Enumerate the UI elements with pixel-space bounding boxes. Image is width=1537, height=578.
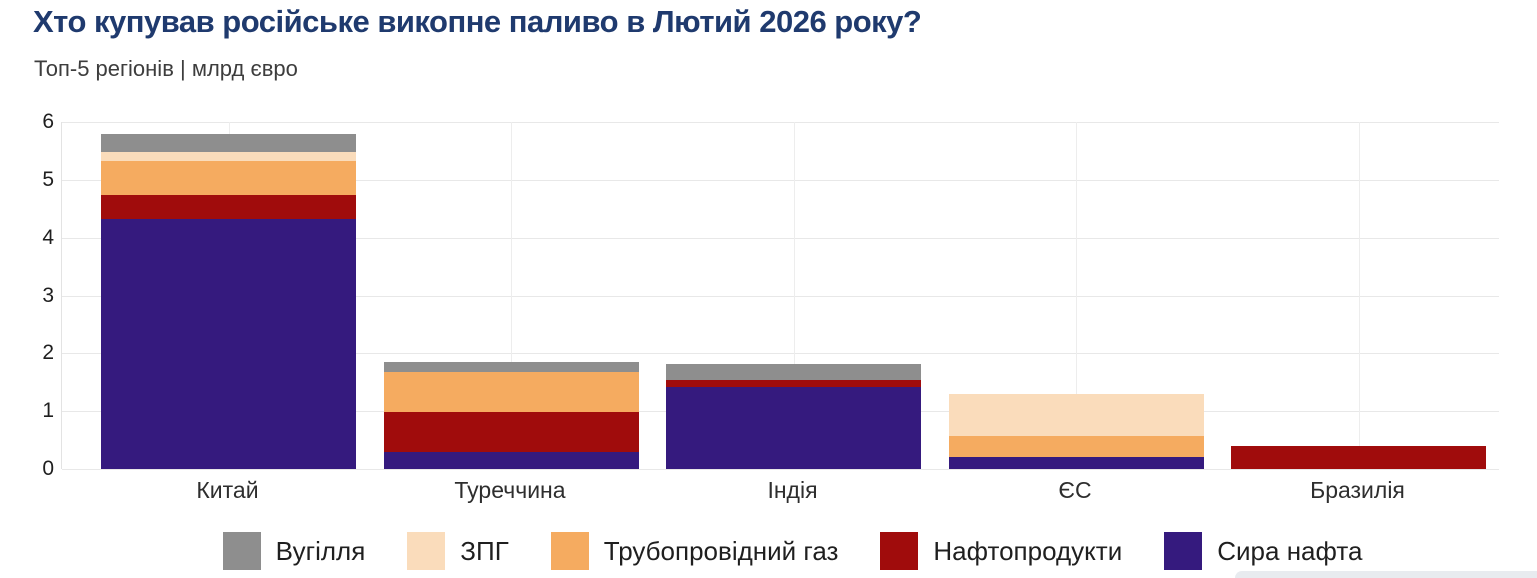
- bar-turkey-pipeline-gas[interactable]: [383, 371, 639, 413]
- bar-india-coal[interactable]: [666, 364, 921, 380]
- y-tick-label: 2: [42, 341, 54, 365]
- y-tick-label: 5: [42, 167, 54, 191]
- y-axis: 0 1 2 3 4 5 6: [18, 110, 54, 480]
- gridline-v: [1358, 122, 1360, 469]
- gridline-h: [62, 122, 1499, 123]
- bar-china: [101, 133, 356, 469]
- bar-china-oil-products[interactable]: [101, 195, 356, 220]
- y-tick-label: 4: [42, 225, 54, 249]
- legend-item-lng[interactable]: ЗПГ: [407, 532, 509, 570]
- bar-eu-pipeline-gas[interactable]: [948, 436, 1204, 458]
- gridline-h: [62, 179, 1499, 181]
- y-tick-label: 0: [42, 457, 54, 480]
- bar-turkey-coal[interactable]: [383, 362, 639, 372]
- legend-swatch-crude-oil: [1164, 532, 1203, 570]
- x-label-turkey: Туреччина: [454, 477, 566, 503]
- legend-swatch-oil-products: [880, 532, 919, 570]
- y-tick-label: 3: [42, 283, 54, 307]
- bar-china-pipeline-gas[interactable]: [101, 161, 356, 196]
- legend: Вугілля ЗПГ Трубопровідний газ Нафтопродукт…: [0, 532, 1537, 570]
- x-label-eu: ЄС: [1058, 477, 1092, 503]
- chart-subtitle: Топ-5 регіонів | млрд євро: [34, 56, 298, 81]
- bar-turkey-crude-oil[interactable]: [383, 452, 639, 469]
- gridline-h: [62, 295, 1499, 297]
- bar-eu: [948, 393, 1204, 469]
- legend-item-pipeline-gas[interactable]: Трубопровідний газ: [550, 532, 839, 570]
- bar-china-coal[interactable]: [101, 133, 356, 153]
- legend-label-oil-products: Нафтопродукти: [933, 535, 1123, 566]
- legend-swatch-lng: [407, 532, 446, 570]
- bar-turkey-oil-products[interactable]: [383, 412, 639, 453]
- bar-china-lng[interactable]: [101, 152, 356, 162]
- bar-china-crude-oil[interactable]: [101, 219, 356, 469]
- x-label-brazil: Бразилія: [1310, 477, 1405, 503]
- y-tick-label: 1: [42, 399, 54, 423]
- legend-label-pipeline-gas: Трубопровідний газ: [603, 535, 839, 566]
- gridline-v: [511, 122, 512, 469]
- bar-india-oil-products[interactable]: [666, 379, 921, 388]
- x-axis: Китай Туреччина Індія ЄС Бразилія: [61, 477, 1498, 507]
- legend-swatch-coal: [222, 532, 261, 570]
- bar-brazil-oil-products[interactable]: [1231, 445, 1486, 469]
- legend-item-crude-oil[interactable]: Сира нафта: [1164, 532, 1362, 570]
- gridline-h: [62, 353, 1499, 355]
- plot-area: [61, 122, 1499, 470]
- y-tick-label: 6: [42, 110, 54, 133]
- gridline-v: [793, 122, 795, 469]
- legend-label-coal: Вугілля: [275, 535, 366, 566]
- bar-india: [666, 364, 921, 469]
- horizontal-scrollbar[interactable]: [1235, 571, 1537, 578]
- bar-india-crude-oil[interactable]: [666, 387, 921, 469]
- legend-label-crude-oil: Сира нафта: [1217, 535, 1363, 566]
- gridline-v: [1076, 122, 1077, 469]
- gridline-h: [62, 237, 1499, 239]
- legend-item-coal[interactable]: Вугілля: [222, 532, 366, 570]
- gridline-h: [62, 469, 1499, 470]
- bar-eu-lng[interactable]: [948, 393, 1204, 437]
- bar-eu-crude-oil[interactable]: [948, 457, 1204, 469]
- legend-swatch-pipeline-gas: [550, 532, 589, 570]
- x-label-china: Китай: [196, 477, 259, 503]
- legend-item-oil-products[interactable]: Нафтопродукти: [880, 532, 1122, 570]
- x-label-india: Індія: [767, 477, 818, 503]
- bar-turkey: [383, 362, 639, 469]
- chart-title: Хто купував російське викопне паливо в Л…: [33, 4, 922, 39]
- legend-label-lng: ЗПГ: [460, 535, 509, 566]
- bar-brazil: [1231, 445, 1486, 469]
